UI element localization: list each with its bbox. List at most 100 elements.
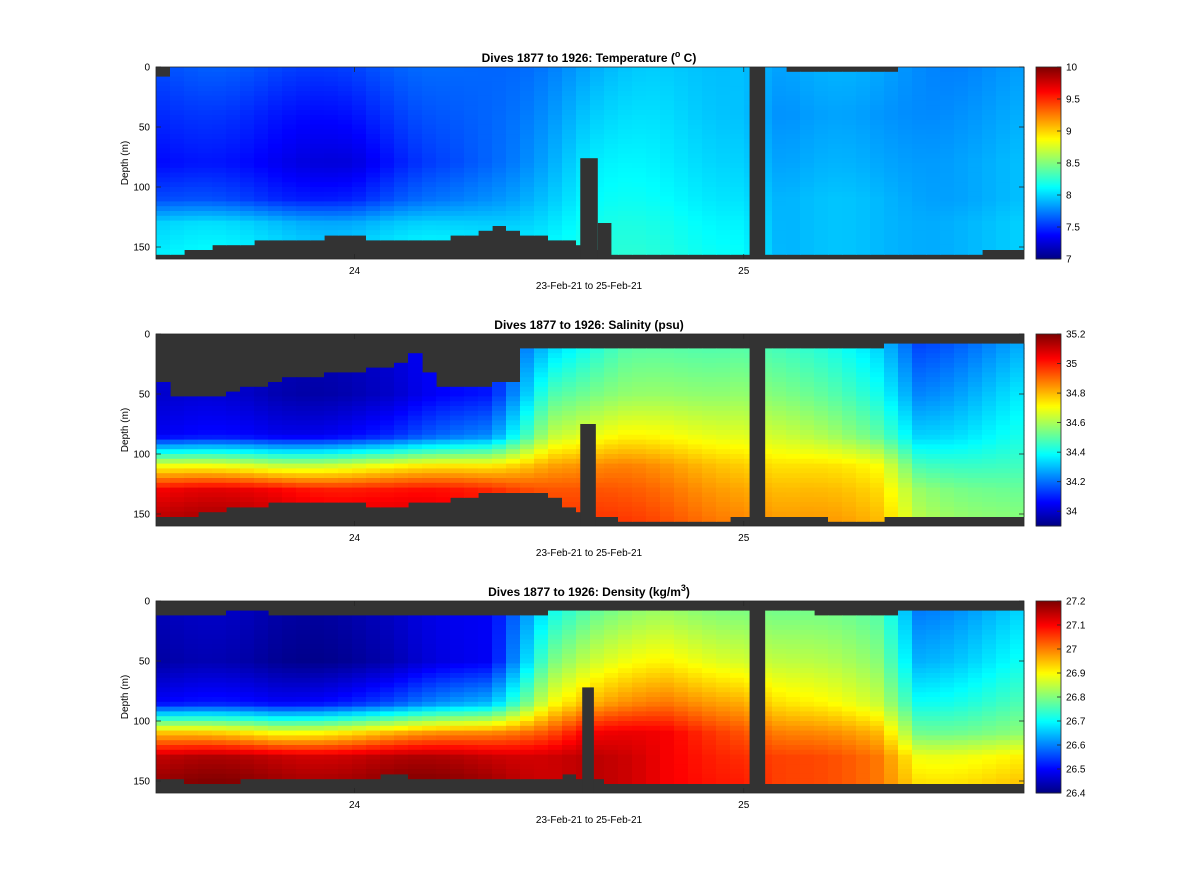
heatmap-cell xyxy=(184,454,199,460)
heatmap-cell xyxy=(1010,158,1025,164)
heatmap-cell xyxy=(842,225,857,231)
heatmap-cell xyxy=(786,482,801,489)
heatmap-cell xyxy=(492,134,507,140)
heatmap-cell xyxy=(730,487,745,493)
heatmap-cell xyxy=(170,487,185,493)
heatmap-cell xyxy=(380,230,395,236)
heatmap-cell xyxy=(758,206,773,212)
heatmap-cell xyxy=(884,139,899,145)
heatmap-cell xyxy=(604,86,619,92)
heatmap-cell xyxy=(828,249,843,255)
heatmap-cell xyxy=(268,478,283,484)
heatmap-cell xyxy=(800,201,815,207)
heatmap-cell xyxy=(618,182,633,188)
heatmap-cell xyxy=(156,730,171,736)
heatmap-cell xyxy=(688,163,703,169)
profile-column xyxy=(394,67,409,241)
heatmap-cell xyxy=(1010,235,1025,241)
heatmap-cell xyxy=(912,191,927,198)
heatmap-cell xyxy=(828,439,843,445)
heatmap-cell xyxy=(240,468,255,474)
heatmap-cell xyxy=(254,187,269,193)
heatmap-cell xyxy=(520,201,535,207)
heatmap-cell xyxy=(534,115,549,121)
heatmap-cell xyxy=(268,721,283,727)
heatmap-cell xyxy=(422,225,437,231)
heatmap-cell xyxy=(254,425,269,431)
heatmap-cell xyxy=(394,434,409,441)
heatmap-cell xyxy=(730,386,745,393)
heatmap-cell xyxy=(394,235,409,241)
profile-column xyxy=(856,348,871,522)
heatmap-cell xyxy=(954,406,969,412)
heatmap-cell xyxy=(352,372,367,378)
heatmap-cell xyxy=(870,206,885,212)
heatmap-cell xyxy=(660,182,675,188)
heatmap-cell xyxy=(562,76,577,82)
heatmap-cell xyxy=(730,187,745,193)
heatmap-cell xyxy=(702,172,717,178)
heatmap-cell xyxy=(702,348,717,354)
heatmap-cell xyxy=(226,749,241,756)
heatmap-cell xyxy=(940,449,955,455)
heatmap-cell xyxy=(534,91,549,97)
heatmap-cell xyxy=(170,182,185,188)
heatmap-cell xyxy=(380,425,395,431)
heatmap-cell xyxy=(814,430,829,436)
heatmap-cell xyxy=(702,148,717,154)
heatmap-cell xyxy=(618,91,633,97)
profile-column xyxy=(240,386,255,508)
heatmap-cell xyxy=(198,67,213,73)
heatmap-cell xyxy=(912,235,927,241)
colorbar-segment xyxy=(1036,237,1061,240)
heatmap-cell xyxy=(660,239,675,246)
heatmap-cell xyxy=(772,167,787,174)
heatmap-cell xyxy=(632,187,647,193)
heatmap-cell xyxy=(758,420,773,426)
heatmap-cell xyxy=(254,206,269,212)
heatmap-cell xyxy=(240,172,255,178)
heatmap-cell xyxy=(184,124,199,130)
heatmap-cell xyxy=(688,391,703,397)
heatmap-cell xyxy=(842,124,857,130)
heatmap-cell xyxy=(282,458,297,465)
heatmap-cell xyxy=(842,182,857,188)
heatmap-cell xyxy=(380,91,395,97)
heatmap-cell xyxy=(828,230,843,236)
heatmap-cell xyxy=(912,177,927,183)
heatmap-cell xyxy=(618,478,633,484)
heatmap-cell xyxy=(212,410,227,417)
heatmap-cell xyxy=(954,372,969,378)
heatmap-cell xyxy=(688,230,703,236)
heatmap-cell xyxy=(464,143,479,150)
heatmap-cell xyxy=(1010,497,1025,503)
heatmap-cell xyxy=(730,153,745,159)
heatmap-cell xyxy=(996,220,1011,226)
heatmap-cell xyxy=(170,434,185,441)
heatmap-cell xyxy=(520,163,535,169)
heatmap-cell xyxy=(646,478,661,484)
heatmap-cell xyxy=(898,502,913,508)
heatmap-cell xyxy=(996,187,1011,193)
heatmap-cell xyxy=(842,506,857,513)
heatmap-cell xyxy=(814,124,829,130)
heatmap-cell xyxy=(716,425,731,431)
heatmap-cell xyxy=(590,353,605,359)
heatmap-cell xyxy=(646,196,661,202)
heatmap-cell xyxy=(268,143,283,150)
heatmap-cell xyxy=(940,115,955,121)
heatmap-cell xyxy=(702,511,717,517)
heatmap-cell xyxy=(184,71,199,78)
heatmap-cell xyxy=(268,115,283,121)
heatmap-cell xyxy=(940,139,955,145)
heatmap-cell xyxy=(842,230,857,236)
heatmap-cell xyxy=(282,711,297,717)
heatmap-cell xyxy=(296,230,311,236)
heatmap-cell xyxy=(170,249,185,255)
heatmap-cell xyxy=(716,244,731,250)
heatmap-cell xyxy=(954,502,969,508)
heatmap-cell xyxy=(800,382,815,388)
heatmap-cell xyxy=(590,377,605,383)
heatmap-cell xyxy=(422,235,437,241)
heatmap-cell xyxy=(884,478,899,484)
